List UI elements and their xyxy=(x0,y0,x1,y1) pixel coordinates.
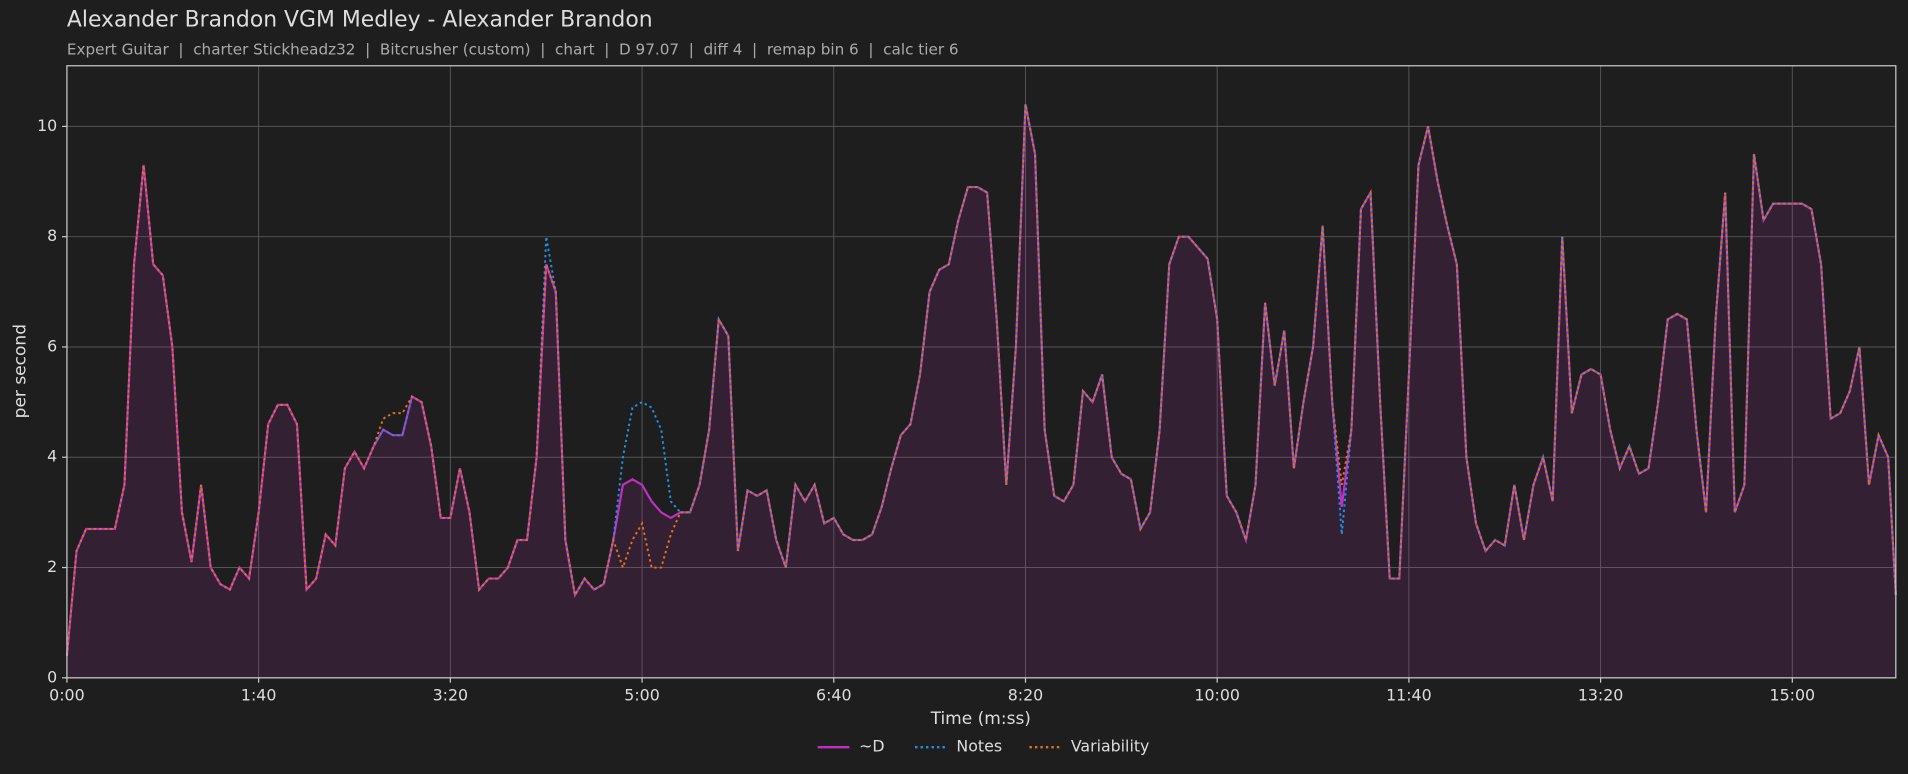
x-tick-label: 8:20 xyxy=(1008,686,1043,705)
legend-label: Variability xyxy=(1071,737,1150,756)
x-tick-label: 10:00 xyxy=(1194,686,1240,705)
y-tick-label: 10 xyxy=(37,116,57,135)
line xyxy=(65,104,1897,656)
x-tick-label: 13:20 xyxy=(1578,686,1624,705)
x-tick-label: 1:40 xyxy=(241,686,276,705)
plot-area xyxy=(66,65,1896,678)
legend-label: Notes xyxy=(956,737,1002,756)
x-axis-label: Time (m:ss) xyxy=(930,709,1031,729)
chart-title: Alexander Brandon VGM Medley - Alexander… xyxy=(67,8,653,33)
plot-frame xyxy=(66,65,1897,679)
x-tick-label: 3:20 xyxy=(433,686,468,705)
x-tick-label: 15:00 xyxy=(1770,686,1816,705)
y-tick-label: 0 xyxy=(47,667,57,686)
y-tick-label: 6 xyxy=(47,336,57,355)
x-tick-label: 0:00 xyxy=(49,686,84,705)
area xyxy=(66,104,1896,678)
x-tick-label: 11:40 xyxy=(1386,686,1432,705)
x-tick-label: 5:00 xyxy=(624,686,659,705)
y-tick-label: 2 xyxy=(47,557,57,576)
legend-label: ~D xyxy=(859,737,884,756)
y-tick-label: 8 xyxy=(47,226,57,245)
y-axis-label: per second xyxy=(11,324,31,418)
y-tick-label: 4 xyxy=(47,447,57,466)
line xyxy=(65,104,1897,656)
x-tick-label: 6:40 xyxy=(816,686,851,705)
chart-subtitle: Expert Guitar | charter Stickheadz32 | B… xyxy=(67,40,959,58)
